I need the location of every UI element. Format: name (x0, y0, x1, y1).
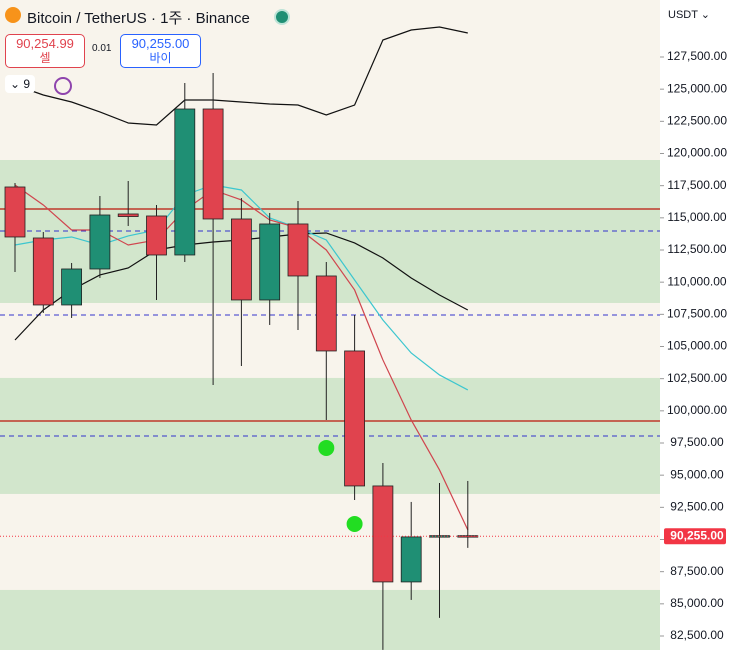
y-tick-label: 112,500.00 (667, 242, 726, 256)
sync-icon[interactable] (54, 77, 72, 95)
buy-button[interactable]: 90,255.00 바이 (120, 34, 201, 68)
candle-body (287, 223, 309, 277)
status-dot (274, 9, 290, 25)
y-tick-label: 105,000.00 (667, 339, 727, 353)
coin-icon (5, 7, 21, 23)
candle-body (202, 108, 224, 220)
y-tick-label: 120,000.00 (667, 146, 727, 160)
y-tick-label: 95,000.00 (670, 467, 724, 481)
buy-label: 바이 (149, 51, 172, 65)
y-tick-label: 87,500.00 (670, 564, 724, 578)
candle-body (61, 268, 82, 306)
y-tick-label: 115,000.00 (667, 210, 726, 224)
signal-dot (318, 439, 335, 456)
currency-select[interactable]: USDT ⌄ (663, 4, 729, 26)
y-tick-label: 107,500.00 (667, 307, 727, 321)
buy-price: 90,255.00 (131, 36, 190, 51)
candle-body (89, 214, 111, 270)
sell-price: 90,254.99 (16, 36, 74, 51)
sell-label: 셀 (39, 51, 51, 65)
candle-body (146, 215, 167, 256)
sell-button[interactable]: 90,254.99 셀 (5, 34, 85, 68)
indicator-count: 9 (23, 77, 31, 91)
y-tick-label: 97,500.00 (670, 435, 724, 449)
candle-body (32, 237, 54, 306)
candle-body (400, 536, 422, 583)
spread: 0.01 (92, 43, 112, 54)
candle-body (344, 350, 366, 487)
last-price-label: 90,255.00 (670, 528, 724, 542)
candle-body (315, 275, 337, 352)
candle-body (4, 186, 26, 238)
symbol-title[interactable]: Bitcoin / TetherUS · 1주 · Binance (27, 10, 250, 27)
y-tick-label: 92,500.00 (670, 500, 724, 514)
signal-dot (346, 515, 363, 532)
y-tick-label: 85,000.00 (670, 596, 724, 610)
last-price-tag (664, 528, 726, 545)
candle-body (117, 213, 139, 217)
indicator-line (14, 26, 468, 126)
y-tick-label: 122,500.00 (667, 114, 727, 128)
indicator-toggle[interactable]: ⌄ 9 (5, 75, 36, 93)
zone (0, 589, 660, 650)
axis-bg (660, 0, 733, 650)
candle-body (372, 485, 394, 583)
y-tick-label: 127,500.00 (667, 49, 727, 63)
candle-body (230, 218, 252, 301)
y-tick-label: 110,000.00 (667, 274, 726, 288)
candle-body (174, 108, 196, 256)
candle-body (259, 223, 281, 301)
y-tick-label: 100,000.00 (667, 403, 727, 417)
y-tick-label: 102,500.00 (667, 371, 727, 385)
y-tick-label: 125,000.00 (667, 81, 727, 95)
y-tick-label: 117,500.00 (667, 178, 726, 192)
y-tick-label: 82,500.00 (670, 628, 724, 642)
currency: USDT (668, 9, 698, 21)
